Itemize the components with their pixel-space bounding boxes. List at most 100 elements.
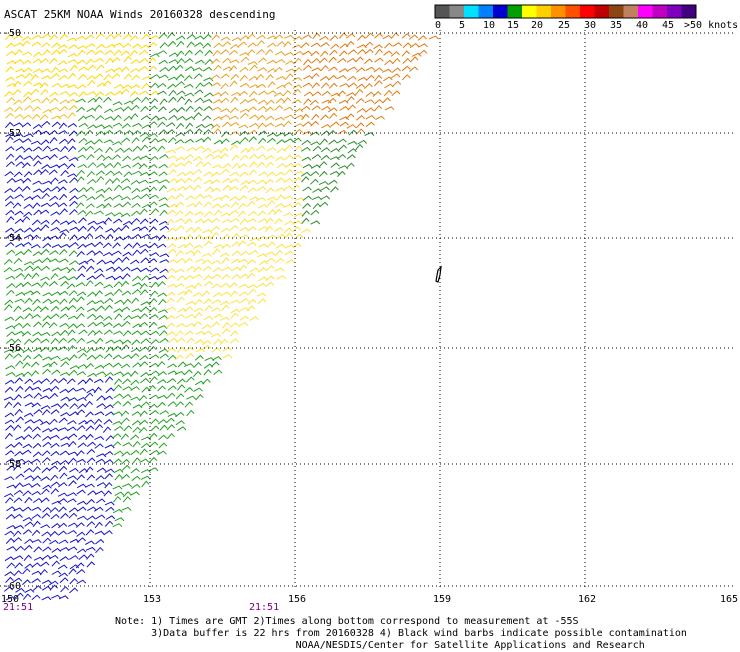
wind-barb [57, 492, 68, 497]
wind-barb [76, 579, 87, 585]
wind-barb [22, 59, 32, 65]
wind-barb [364, 41, 374, 48]
wind-barb [195, 138, 205, 143]
time-label: 21:51 [3, 602, 33, 613]
wind-barb [32, 466, 41, 473]
wind-barb [265, 187, 275, 194]
wind-barb [175, 178, 185, 184]
wind-barb [210, 74, 221, 80]
wind-barb [237, 210, 247, 218]
wind-barb [22, 516, 33, 522]
wind-barb [150, 449, 160, 455]
wind-barb [4, 379, 15, 385]
wind-barb [69, 555, 79, 560]
wind-barb [274, 218, 283, 225]
wind-barb [94, 290, 103, 297]
wind-barb [149, 35, 160, 40]
wind-barb [94, 234, 105, 240]
wind-barb [49, 107, 60, 112]
wind-barb [147, 42, 158, 48]
wind-barb [193, 244, 204, 249]
wind-barb [159, 337, 169, 344]
wind-barb [78, 187, 88, 193]
wind-barb [212, 92, 222, 97]
wind-barb [112, 411, 123, 416]
wind-barb [330, 162, 340, 168]
wind-barb [292, 88, 302, 95]
wind-barb [257, 105, 267, 112]
wind-barb [93, 210, 104, 215]
wind-barb [168, 89, 177, 97]
wind-barb [175, 225, 185, 231]
wind-barb [391, 67, 401, 73]
wind-barb [184, 274, 194, 281]
wind-barb [310, 50, 320, 57]
wind-barb [158, 184, 168, 192]
wind-barb [77, 243, 87, 250]
wind-barb [257, 57, 267, 63]
wind-barb [166, 322, 176, 329]
wind-barb [86, 388, 97, 394]
wind-barb [140, 257, 150, 264]
wind-barb [32, 475, 42, 482]
wind-barb [121, 451, 131, 457]
wind-barb [13, 171, 23, 178]
wind-barb [5, 66, 15, 73]
wind-barb [220, 73, 230, 79]
wind-barb [256, 39, 265, 47]
wind-barb [87, 64, 97, 71]
wind-barb [293, 57, 302, 65]
wind-barb [67, 112, 76, 119]
wind-barb [121, 137, 131, 143]
wind-barb [5, 42, 15, 49]
wind-barb [231, 162, 240, 170]
wind-barb [275, 202, 285, 208]
wind-barb [93, 378, 104, 384]
wind-barb [148, 275, 159, 281]
wind-barb [276, 194, 285, 201]
wind-barb [113, 33, 122, 40]
wind-barb [266, 171, 276, 178]
wind-barb [131, 195, 142, 200]
wind-barb [148, 456, 158, 463]
wind-barb [22, 177, 32, 184]
wind-barb [231, 233, 240, 240]
wind-barb [211, 299, 222, 305]
wind-barb [167, 259, 178, 264]
wind-barb [265, 217, 274, 224]
wind-barb [120, 410, 130, 417]
wind-barb [66, 37, 77, 42]
wind-barb [246, 272, 256, 279]
wind-barb [24, 385, 34, 392]
wind-barb [210, 187, 221, 193]
wind-barb [202, 98, 213, 104]
wind-barb [4, 171, 14, 177]
wind-barb [42, 292, 53, 297]
wind-barb [193, 370, 202, 378]
wind-barb [86, 354, 96, 361]
wind-barb [15, 68, 25, 73]
wind-barb [14, 377, 23, 384]
wind-barb [258, 130, 268, 136]
wind-barb [48, 57, 58, 64]
wind-barb [58, 275, 69, 281]
wind-barb [185, 300, 196, 306]
wind-barb [265, 115, 275, 121]
wind-barb [149, 194, 159, 200]
wind-barb [85, 203, 95, 209]
wind-barb [139, 171, 150, 177]
wind-barb [57, 564, 68, 570]
wind-barb [319, 35, 329, 41]
wind-barb [193, 234, 204, 240]
wind-barb [59, 208, 68, 215]
wind-barb [167, 354, 177, 361]
wind-barb [95, 538, 105, 545]
wind-barb [42, 435, 52, 441]
wind-barb [327, 130, 337, 136]
wind-barb [6, 177, 16, 184]
wind-barb [85, 210, 94, 217]
wind-barb [147, 384, 157, 392]
wind-barb [129, 90, 139, 97]
wind-barb [157, 309, 168, 314]
time-label: 21:51 [249, 602, 279, 613]
